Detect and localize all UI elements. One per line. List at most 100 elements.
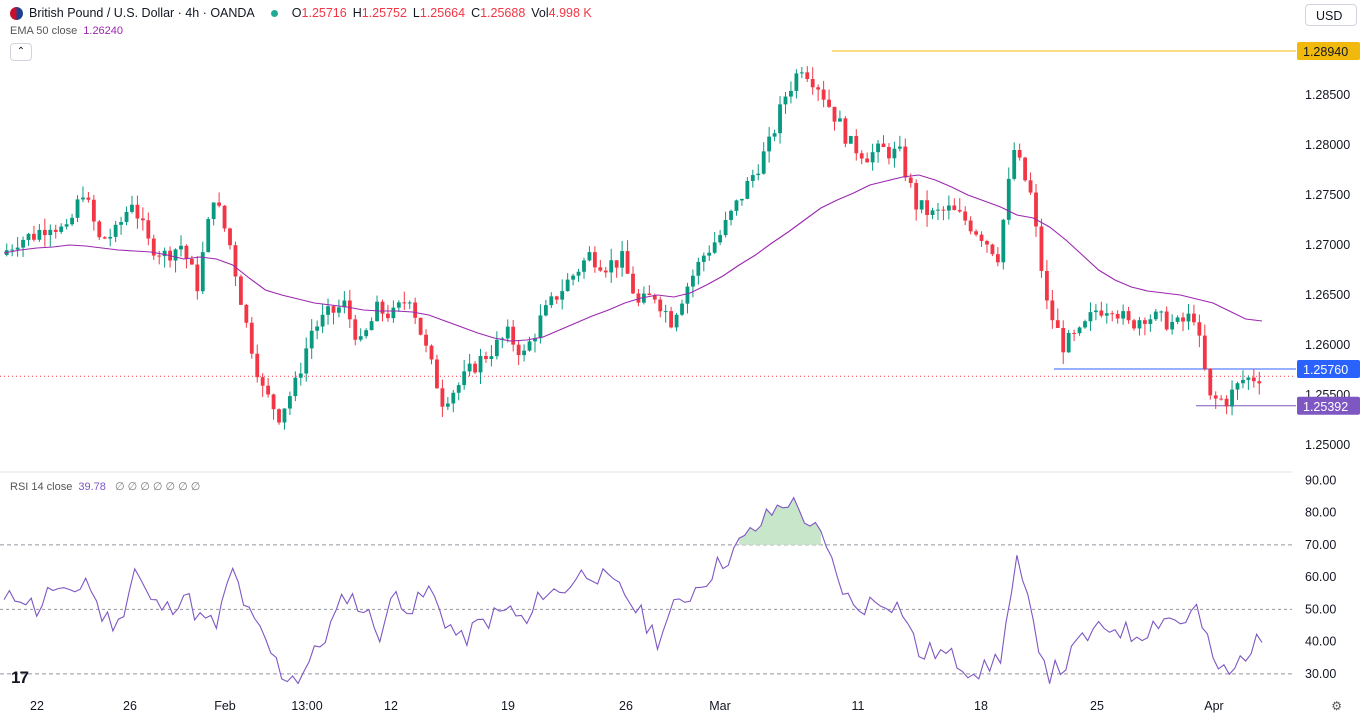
candle-body — [59, 226, 64, 232]
candle-body — [680, 303, 684, 315]
candle-body — [859, 153, 864, 159]
rsi-tick-label: 80.00 — [1305, 506, 1336, 520]
price-tick-label: 1.27500 — [1305, 188, 1350, 202]
candle-body — [140, 218, 145, 221]
candle-body — [260, 377, 265, 386]
candle-body — [636, 293, 641, 303]
candle-body — [151, 238, 156, 256]
candle-body — [690, 275, 695, 287]
ohlc-readout: O1.25716 H1.25752 L1.25664 C1.25688 Vol4… — [292, 6, 592, 20]
candle-body — [799, 72, 804, 74]
ema-legend[interactable]: EMA 50 close 1.26240 — [10, 25, 123, 37]
rsi-tick-label: 90.00 — [1305, 473, 1336, 487]
candle-body — [402, 302, 407, 304]
candle-body — [315, 326, 320, 331]
rsi-axis[interactable]: 30.00 40.00 50.00 60.00 70.00 80.00 90.00 — [1305, 473, 1336, 680]
candle-body — [696, 261, 701, 276]
candle-body — [870, 152, 875, 163]
candle-body — [189, 258, 194, 265]
candle-body — [113, 224, 118, 237]
candle-body — [407, 302, 412, 304]
candle-body — [674, 314, 679, 328]
price-level-labels: 1.28940 1.25760 1.25392 — [1297, 42, 1360, 415]
level-label-bg — [1297, 42, 1360, 60]
candle-body — [413, 302, 418, 318]
candle-body — [750, 175, 755, 181]
candle-body — [1192, 313, 1196, 323]
candle-body — [571, 275, 576, 280]
price-tick-label: 1.26000 — [1305, 338, 1350, 352]
candle-body — [729, 210, 733, 220]
candle-body — [685, 286, 690, 304]
candle-body — [1197, 322, 1202, 336]
candle-body — [549, 296, 554, 306]
candle-body — [554, 296, 559, 300]
candle-body — [1186, 313, 1191, 322]
price-tick-label: 1.25000 — [1305, 438, 1350, 452]
candle-body — [124, 211, 129, 223]
time-tick-label: 18 — [974, 699, 988, 713]
rsi-overbought-fill — [739, 497, 821, 545]
ohlc-low-key: L — [412, 6, 420, 20]
candle-body — [914, 182, 919, 210]
candle-body — [1202, 335, 1207, 369]
ohlc-high-value: 1.25752 — [361, 6, 407, 20]
candle-body — [42, 229, 47, 236]
candle-body — [1006, 178, 1011, 220]
candle-body — [331, 306, 336, 313]
candle-body — [1023, 157, 1028, 181]
candle-body — [162, 250, 167, 257]
candle-body — [854, 136, 859, 154]
time-tick-label: 12 — [384, 699, 398, 713]
candle-body — [603, 270, 608, 273]
candle-body — [1175, 317, 1180, 322]
candle-body — [1257, 381, 1262, 384]
rsi-tick-label: 40.00 — [1305, 635, 1336, 649]
candle-body — [358, 336, 363, 340]
candle-body — [511, 326, 516, 345]
candle-body — [1061, 327, 1066, 353]
candle-body — [772, 133, 777, 137]
gbp-usd-flag-icon — [10, 6, 23, 20]
candle-body — [1143, 320, 1147, 324]
tradingview-logo[interactable]: 17 — [11, 668, 29, 687]
gear-icon[interactable]: ⚙ — [1331, 699, 1342, 713]
collapse-legend-button[interactable]: ⌃ — [10, 43, 32, 61]
rsi-legend[interactable]: RSI 14 close 39.78 ∅ ∅ ∅ ∅ ∅ ∅ ∅ — [10, 480, 200, 493]
candle-body — [266, 385, 271, 395]
candle-body — [1181, 317, 1185, 322]
candle-body — [538, 315, 543, 339]
candle-body — [1219, 398, 1224, 400]
rsi-value: 39.78 — [78, 481, 106, 493]
time-axis[interactable]: 22 26 Feb 13:00 12 19 26 Mar 11 18 25 Apr — [30, 699, 1224, 713]
time-tick-label: 25 — [1090, 699, 1104, 713]
candle-body — [723, 219, 728, 236]
candle-body — [903, 146, 908, 178]
candle-body — [821, 89, 826, 100]
candle-body — [435, 359, 439, 389]
price-axis[interactable]: 1.250001.255001.260001.265001.270001.275… — [1305, 88, 1350, 452]
candle-body — [789, 90, 793, 97]
rsi-bands — [0, 544, 1292, 675]
candle-body — [810, 79, 815, 88]
candle-body — [576, 271, 581, 276]
candle-body — [10, 249, 15, 251]
candle-body — [277, 409, 281, 423]
symbol-title[interactable]: British Pound / U.S. Dollar · 4h · OANDA — [29, 6, 255, 20]
currency-selector[interactable]: USD — [1305, 4, 1357, 26]
candle-body — [391, 307, 396, 319]
candle-body — [582, 260, 586, 272]
candlestick-series — [4, 66, 1262, 430]
candle-body — [1017, 149, 1022, 158]
candle-body — [1224, 398, 1229, 407]
candle-body — [941, 209, 946, 211]
ohlc-volume-value: 4.998 K — [548, 6, 592, 20]
time-tick-label: Apr — [1204, 699, 1223, 713]
candle-body — [565, 279, 570, 292]
candle-body — [827, 99, 831, 107]
ohlc-open-value: 1.25716 — [301, 6, 347, 20]
candle-body — [347, 300, 352, 320]
candle-body — [320, 314, 325, 327]
ohlc-close-value: 1.25688 — [480, 6, 526, 20]
